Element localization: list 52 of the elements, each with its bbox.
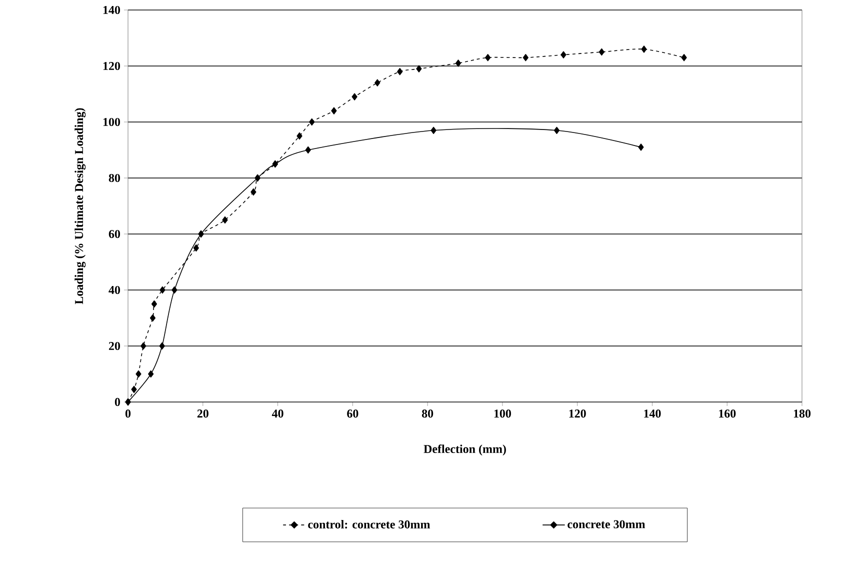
- point: [681, 54, 687, 62]
- point: [522, 54, 528, 62]
- point: [160, 286, 166, 294]
- x-tick-label: 20: [197, 410, 208, 418]
- point: [193, 244, 199, 252]
- y-tick-label: 120: [103, 62, 120, 70]
- point: [148, 370, 154, 378]
- point: [374, 79, 380, 86]
- point: [397, 68, 403, 76]
- legend-label: concrete 30mm: [568, 520, 646, 528]
- point: [554, 126, 560, 134]
- x-tick-label: 80: [422, 410, 434, 418]
- point: [159, 342, 165, 350]
- x-tick-label: 100: [494, 410, 511, 418]
- point: [150, 314, 156, 322]
- x-axis-title: Deflection (mm): [424, 444, 506, 456]
- point: [136, 370, 142, 378]
- y-tick-label: 0: [114, 398, 120, 406]
- point: [172, 286, 178, 294]
- y-axis-title: Loading (% Ultimate Design Loading): [74, 108, 86, 304]
- y-tick-label: 60: [108, 230, 120, 238]
- point: [416, 65, 422, 72]
- point: [250, 188, 256, 196]
- point: [140, 342, 146, 350]
- point: [331, 107, 337, 114]
- point: [296, 132, 302, 140]
- point: [352, 93, 358, 100]
- legend-label: control: concrete 30mm: [308, 520, 430, 529]
- y-tick-label: 40: [108, 286, 120, 294]
- x-tick-label: 0: [125, 410, 131, 418]
- point: [560, 51, 566, 58]
- x-tick-label: 60: [347, 410, 358, 418]
- point: [638, 144, 644, 151]
- point: [641, 46, 647, 53]
- point: [455, 60, 462, 67]
- point: [485, 54, 491, 62]
- point: [430, 126, 436, 134]
- y-tick-label: 20: [108, 342, 120, 350]
- point: [151, 300, 158, 308]
- x-tick-label: 40: [272, 410, 284, 418]
- point: [222, 216, 228, 224]
- y-tick-label: 100: [103, 118, 120, 126]
- point: [305, 146, 311, 154]
- x-tick-label: 140: [644, 410, 661, 418]
- x-tick-label: 180: [794, 410, 811, 418]
- y-tick-label: 140: [103, 6, 120, 14]
- point: [598, 48, 604, 56]
- point: [309, 118, 315, 126]
- x-tick-label: 120: [569, 410, 586, 418]
- y-tick-label: 80: [108, 174, 120, 182]
- x-tick-label: 160: [719, 410, 736, 418]
- point: [131, 386, 137, 393]
